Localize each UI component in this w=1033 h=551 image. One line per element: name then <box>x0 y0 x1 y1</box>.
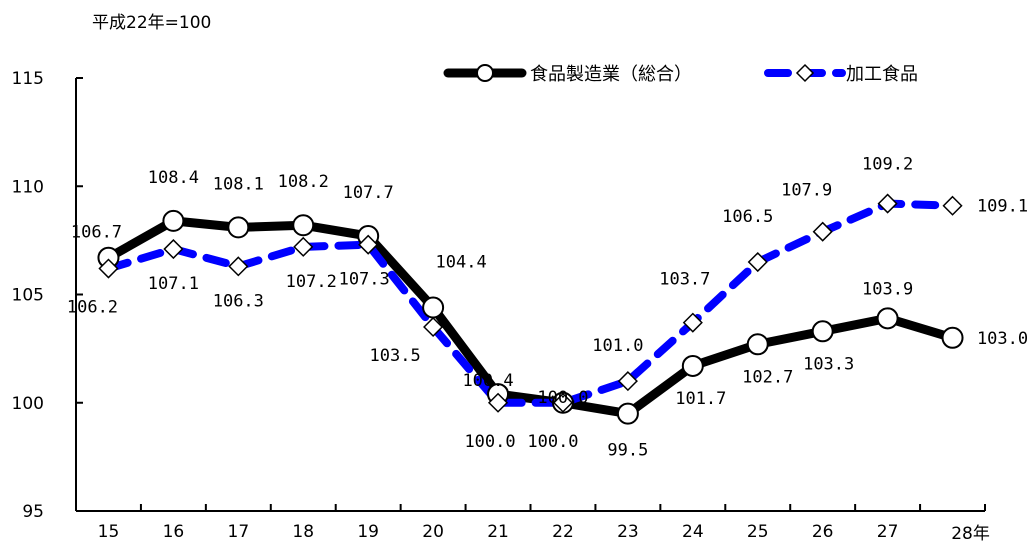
data-label: 100.0 <box>527 432 578 452</box>
circle-marker <box>876 307 899 330</box>
x-tick-label: 20 <box>422 522 444 542</box>
y-tick-label: 110 <box>12 177 44 197</box>
x-tick-label: 27 <box>877 522 899 542</box>
legend: 食品製造業（総合） 加工食品 <box>443 63 918 85</box>
y-tick-label: 95 <box>22 502 44 522</box>
data-label: 108.2 <box>278 172 329 192</box>
data-label: 108.1 <box>213 174 264 194</box>
data-label: 102.7 <box>742 367 793 387</box>
axes: 95 100 105 110 115 15 16 17 18 19 20 21 22 23 24 25 26 27… <box>12 69 990 544</box>
diamond-marker <box>812 221 833 242</box>
data-label: 109.2 <box>862 155 913 175</box>
circle-marker <box>811 320 834 343</box>
data-label: 100.0 <box>464 432 515 452</box>
data-label: 106.2 <box>67 298 118 318</box>
y-tick-label: 105 <box>12 286 44 306</box>
x-tick-label: 28年 <box>951 524 990 544</box>
data-label: 107.1 <box>148 274 199 294</box>
series-line <box>104 199 957 407</box>
x-tick-label: 22 <box>552 522 574 542</box>
diamond-marker <box>682 312 703 333</box>
legend-diamond-marker <box>795 63 815 83</box>
circle-marker <box>292 214 315 237</box>
data-label: 104.4 <box>436 252 487 272</box>
diamond-marker <box>617 371 638 392</box>
diamond-marker <box>423 316 444 338</box>
x-tick-label: 19 <box>357 522 379 542</box>
data-labels: 106.7 108.4 108.1 108.2 107.7 104.4 100.4 100.0… <box>67 155 1028 461</box>
circle-marker <box>681 354 704 377</box>
data-label: 107.3 <box>339 270 390 290</box>
legend-circle-marker <box>476 64 494 82</box>
x-tick-label: 24 <box>682 522 704 542</box>
data-label: 100.4 <box>462 371 513 391</box>
data-label: 106.7 <box>71 223 122 243</box>
diamond-marker <box>293 236 314 257</box>
x-tick-label: 21 <box>487 522 509 542</box>
circle-marker <box>616 402 639 425</box>
circle-marker <box>422 296 445 319</box>
x-tick-label: 17 <box>228 522 250 542</box>
x-tick-label: 23 <box>617 522 639 542</box>
data-label: 101.0 <box>592 336 643 356</box>
legend-label: 食品製造業（総合） <box>530 64 692 85</box>
diamond-marker <box>487 392 509 413</box>
circle-marker <box>746 333 769 356</box>
diamond-marker <box>98 258 119 279</box>
unit-note: 平成22年=100 <box>92 13 212 33</box>
diamond-marker <box>358 234 379 255</box>
x-tick-label: 18 <box>292 522 314 542</box>
y-tick-label: 100 <box>12 394 44 414</box>
x-tick-label: 25 <box>747 522 769 542</box>
data-label: 107.7 <box>343 183 394 203</box>
legend-label: 加工食品 <box>846 64 918 85</box>
data-label: 101.7 <box>675 389 726 409</box>
diamond-marker <box>163 238 184 260</box>
data-label: 109.1 <box>977 197 1028 217</box>
circle-marker <box>162 209 185 232</box>
x-tick-label: 15 <box>98 522 120 542</box>
series-line <box>104 216 957 419</box>
data-label: 106.3 <box>213 291 264 311</box>
data-label: 103.3 <box>803 354 854 374</box>
diamond-marker <box>942 195 963 216</box>
x-tick-label: 26 <box>812 522 834 542</box>
data-label: 103.7 <box>659 270 710 290</box>
data-label: 107.2 <box>286 272 337 292</box>
series-markers <box>97 193 964 425</box>
data-label: 103.9 <box>862 279 913 299</box>
data-label: 107.9 <box>781 181 832 201</box>
data-label: 108.4 <box>148 168 199 188</box>
data-label: 103.5 <box>370 346 421 366</box>
diamond-marker <box>552 392 574 413</box>
data-label: 106.5 <box>722 207 773 227</box>
diamond-marker <box>228 256 249 277</box>
data-label: 99.5 <box>607 441 648 461</box>
data-label: 103.0 <box>977 329 1028 349</box>
circle-marker <box>227 216 250 239</box>
x-tick-label: 16 <box>163 522 185 542</box>
diamond-marker <box>877 193 898 214</box>
circle-marker <box>941 326 964 349</box>
y-tick-label: 115 <box>12 69 44 89</box>
data-label: 100.0 <box>537 388 588 408</box>
diamond-marker <box>747 251 768 273</box>
